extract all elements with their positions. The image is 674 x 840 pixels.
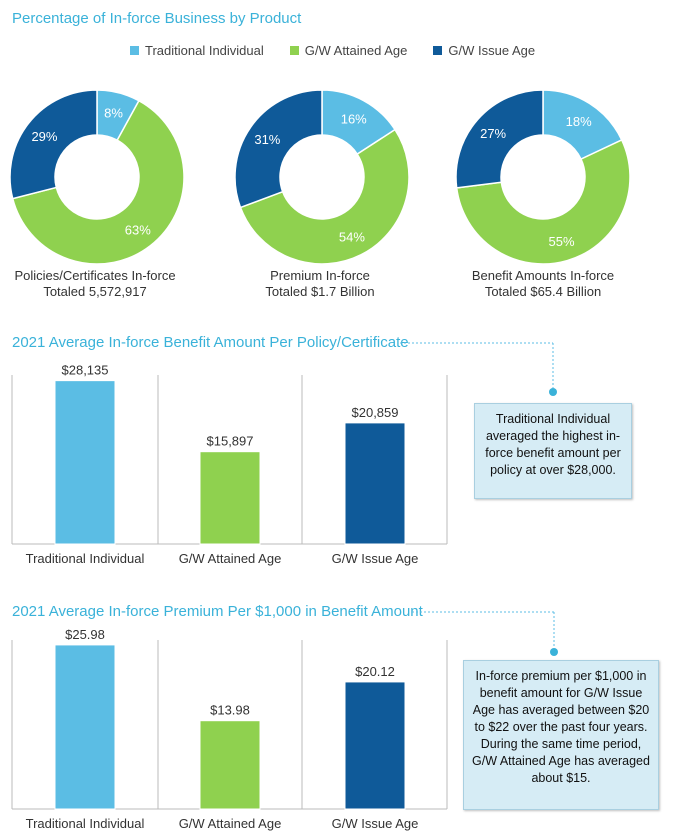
bar-value-label-issue: $20.12: [355, 664, 395, 679]
bar-chart-premium-per-1000: $25.98 Traditional Individual $13.98 G/W At…: [11, 627, 448, 831]
bar-category-label-issue: G/W Issue Age: [332, 816, 419, 831]
bar-chart-benefit-amount: $28,135 Traditional Individual $15,897 G/W …: [11, 363, 448, 566]
donut-caption-premium: Premium In-force Totaled $1.7 Billion: [220, 268, 420, 300]
donut-chart-premium: 16% 54% 31%: [234, 89, 410, 265]
donut-slice-label-attained: 55%: [549, 234, 575, 249]
donut-slice-label-issue: 31%: [254, 132, 280, 147]
donut-caption-line2: Totaled 5,572,917: [43, 284, 147, 299]
legend-swatch-attained: [289, 45, 299, 55]
bar-traditional: [54, 380, 116, 545]
donut-slice-issue: [455, 89, 544, 189]
connector-line-section3: [412, 611, 558, 656]
connector-dot: [550, 648, 558, 656]
donut-slice-attained: [11, 99, 185, 265]
bar-category-label-attained: G/W Attained Age: [179, 816, 282, 831]
donut-caption-line2: Totaled $65.4 Billion: [484, 284, 602, 299]
donut-slice-label-issue: 29%: [31, 129, 57, 144]
donut-slice-label-attained: 54%: [339, 229, 365, 244]
donut-caption-policies: Policies/Certificates In-force Totaled 5…: [0, 268, 195, 300]
donut-slice-label-traditional: 18%: [566, 114, 592, 129]
section3-title: 2021 Average In-force Premium Per $1,000…: [12, 603, 423, 620]
bar-attained: [199, 720, 261, 810]
legend-item-traditional: Traditional Individual: [130, 43, 264, 58]
legend-label-issue: G/W Issue Age: [448, 42, 536, 58]
donut-caption-line1: Benefit Amounts In-force: [471, 268, 615, 283]
connector-dot: [549, 388, 557, 396]
donut-slice-label-traditional: 8%: [104, 106, 123, 121]
bar-value-label-traditional: $28,135: [62, 363, 109, 378]
bar-issue: [344, 681, 406, 810]
donut-caption-line1: Policies/Certificates In-force: [14, 268, 176, 283]
donut-caption-line2: Totaled $1.7 Billion: [265, 284, 375, 299]
callout-benefit: Traditional Individual averaged the high…: [474, 403, 632, 499]
donut-slice-attained: [239, 128, 410, 265]
legend-label-attained: G/W Attained Age: [304, 42, 408, 58]
section2-title: 2021 Average In-force Benefit Amount Per…: [12, 334, 409, 351]
bar-value-label-attained: $13.98: [210, 703, 250, 718]
legend-item-issue: G/W Issue Age: [433, 43, 535, 58]
donut-slice-attained: [455, 138, 631, 265]
donut-legend: Traditional Individual G/W Attained Age …: [130, 40, 561, 60]
donut-slice-label-traditional: 16%: [341, 112, 367, 127]
bar-issue: [344, 422, 406, 545]
bar-attained: [199, 451, 261, 545]
legend-label-traditional: Traditional Individual: [145, 42, 264, 58]
donut-slice-label-attained: 63%: [125, 223, 151, 238]
bar-category-label-attained: G/W Attained Age: [179, 551, 282, 566]
bar-category-label-traditional: Traditional Individual: [26, 551, 145, 566]
donut-slice-issue: [9, 89, 98, 200]
donut-chart-benefit: 18% 55% 27%: [455, 89, 631, 265]
bar-traditional: [54, 644, 116, 810]
donut-slice-label-issue: 27%: [480, 126, 506, 141]
legend-item-attained: G/W Attained Age: [289, 42, 408, 58]
connector-line-section2: [400, 342, 557, 396]
bar-value-label-attained: $15,897: [207, 434, 254, 449]
section1-title: Percentage of In-force Business by Produ…: [12, 10, 302, 27]
donut-slice-issue: [234, 89, 323, 209]
donut-caption-line1: Premium In-force: [270, 268, 370, 283]
bar-category-label-traditional: Traditional Individual: [26, 816, 145, 831]
legend-swatch-issue: [433, 45, 443, 55]
bar-value-label-issue: $20,859: [352, 405, 399, 420]
callout-premium: In-force premium per $1,000 in benefit a…: [463, 660, 659, 810]
donut-chart-policies: 8% 63% 29%: [9, 89, 185, 265]
bar-category-label-issue: G/W Issue Age: [332, 551, 419, 566]
bar-value-label-traditional: $25.98: [65, 627, 105, 642]
legend-swatch-traditional: [130, 45, 139, 55]
donut-caption-benefit: Benefit Amounts In-force Totaled $65.4 B…: [443, 268, 643, 300]
